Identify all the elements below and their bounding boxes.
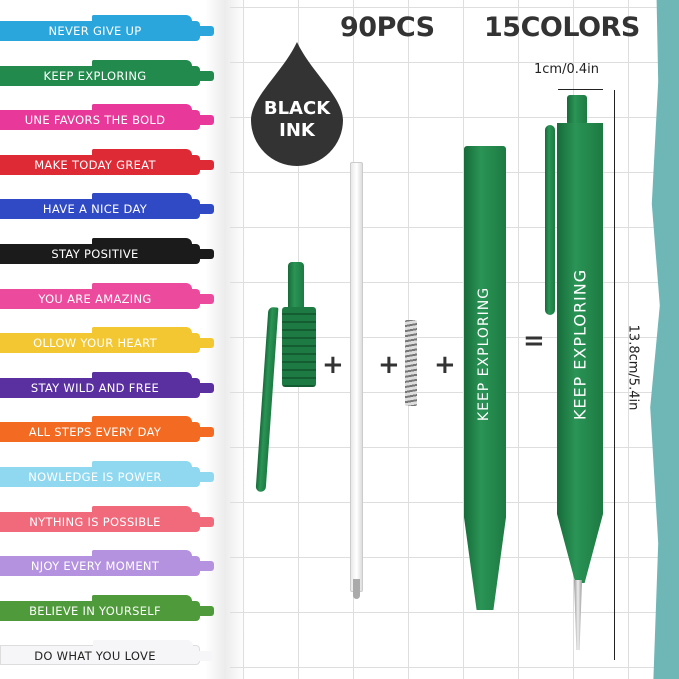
pen-tip bbox=[200, 293, 214, 304]
pen-item: NOWLEDGE IS POWER bbox=[0, 461, 214, 487]
pen-item: YOU ARE AMAZING bbox=[0, 282, 214, 309]
pen-tip bbox=[200, 115, 214, 126]
count-label: 90PCS bbox=[340, 12, 435, 43]
pen-mechanism-part bbox=[255, 262, 322, 493]
pen-slogan: YOU ARE AMAZING bbox=[38, 291, 152, 306]
pen-clip bbox=[92, 148, 192, 155]
pen-item: STAY POSITIVE bbox=[0, 238, 214, 264]
width-dimension: 1cm/0.4in bbox=[534, 62, 599, 77]
pen-tip bbox=[200, 561, 214, 572]
pen-item: MAKE TODAY GREAT bbox=[0, 148, 214, 175]
width-arrow bbox=[558, 89, 603, 90]
pen-clip bbox=[92, 282, 192, 289]
pen-clip bbox=[92, 505, 192, 512]
spring bbox=[405, 320, 417, 406]
pen-tip bbox=[200, 249, 214, 259]
pen-slogan: ALL STEPS EVERY DAY bbox=[28, 425, 162, 440]
pen-tip bbox=[200, 338, 214, 349]
pen-tip bbox=[200, 472, 214, 482]
pen-slogan: MAKE TODAY GREAT bbox=[34, 157, 156, 172]
pen-slogan: NOWLEDGE IS POWER bbox=[28, 470, 162, 484]
ink-label-line2: INK bbox=[279, 120, 315, 141]
plus-sign: + bbox=[322, 350, 344, 380]
pen-clip bbox=[93, 640, 193, 647]
pen-tip bbox=[200, 159, 214, 170]
pen-tip bbox=[200, 605, 214, 616]
pen-text: KEEP EXPLORING bbox=[570, 268, 590, 421]
pen-clip bbox=[92, 104, 192, 111]
pen-clip bbox=[92, 461, 192, 467]
pen-item: BELIEVE IN YOURSELF bbox=[0, 594, 214, 621]
pen-slogan: BELIEVE IN YOURSELF bbox=[29, 603, 161, 618]
pen-barrel: KEEP EXPLORING bbox=[464, 146, 506, 610]
pen-slogan: NYTHING IS POSSIBLE bbox=[29, 514, 161, 529]
assembled-pen: KEEP EXPLORING bbox=[545, 95, 615, 665]
ink-drop-icon: BLACK INK bbox=[251, 42, 343, 166]
pen-slogan: STAY WILD AND FREE bbox=[30, 380, 160, 395]
pen-item: DO WHAT YOU LOVE bbox=[0, 640, 213, 666]
pen-slogan: UNE FAVORS THE BOLD bbox=[24, 113, 166, 128]
pen-tip bbox=[200, 70, 214, 81]
pen-item: NEVER GIVE UP bbox=[0, 15, 214, 41]
equals-sign: = bbox=[523, 326, 545, 356]
pen-item: NJOY EVERY MOMENT bbox=[0, 550, 214, 577]
pen-tip bbox=[200, 204, 214, 215]
pen-slogan: DO WHAT YOU LOVE bbox=[34, 649, 156, 664]
pen-slogan: NJOY EVERY MOMENT bbox=[30, 559, 160, 574]
pen-item: NYTHING IS POSSIBLE bbox=[0, 505, 214, 532]
pen-slogan: HAVE A NICE DAY bbox=[42, 202, 148, 217]
pen-item: STAY WILD AND FREE bbox=[0, 371, 214, 398]
pen-item: HAVE A NICE DAY bbox=[0, 193, 214, 220]
pen-clip bbox=[92, 371, 192, 378]
pen-clip bbox=[92, 59, 192, 66]
pen-clip bbox=[92, 193, 192, 200]
pen-clip bbox=[92, 416, 192, 423]
pen-clip bbox=[92, 238, 192, 244]
pen-clip bbox=[92, 594, 192, 601]
pen-tip bbox=[200, 26, 214, 36]
plus-sign: + bbox=[434, 350, 456, 380]
plus-sign: + bbox=[378, 350, 400, 380]
pen-tip bbox=[199, 651, 213, 662]
pen-clip bbox=[92, 550, 192, 557]
pen-tip bbox=[200, 427, 214, 438]
pen-item: OLLOW YOUR HEART bbox=[0, 327, 214, 354]
pen-clip bbox=[92, 327, 192, 334]
pen-item: ALL STEPS EVERY DAY bbox=[0, 416, 214, 443]
pen-tip bbox=[200, 516, 214, 527]
ink-label-line1: BLACK bbox=[263, 98, 331, 119]
pen-item: KEEP EXPLORING bbox=[0, 59, 214, 86]
ink-refill bbox=[350, 162, 363, 599]
pen-tip bbox=[200, 382, 214, 393]
length-arrow bbox=[614, 90, 615, 660]
barrel-text: KEEP EXPLORING bbox=[476, 286, 492, 422]
colors-label: 15COLORS bbox=[484, 12, 640, 43]
pen-clip bbox=[92, 15, 192, 21]
length-dimension: 13.8cm/5.4in bbox=[625, 324, 641, 411]
pen-slogan: KEEP EXPLORING bbox=[43, 68, 147, 83]
pen-slogan: OLLOW YOUR HEART bbox=[33, 336, 157, 351]
pen-slogan: NEVER GIVE UP bbox=[48, 24, 142, 38]
pen-item: UNE FAVORS THE BOLD bbox=[0, 104, 214, 131]
pen-slogan: STAY POSITIVE bbox=[51, 247, 139, 261]
